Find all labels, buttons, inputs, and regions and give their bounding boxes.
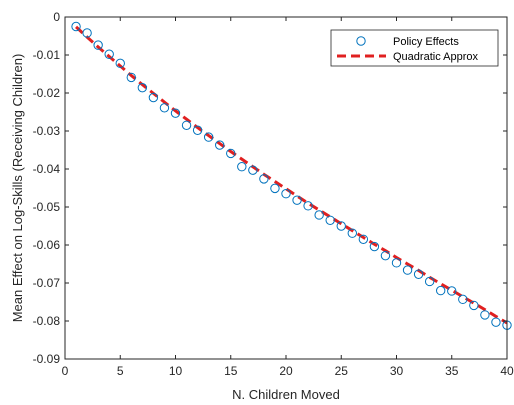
data-point-policy-effects	[369, 241, 380, 252]
data-point-policy-effects	[469, 300, 479, 311]
data-point-policy-effects	[248, 165, 258, 175]
data-point-policy-effects	[391, 258, 402, 268]
data-point-policy-effects	[226, 148, 236, 159]
data-point-policy-effects	[104, 49, 114, 59]
data-point-policy-effects	[93, 40, 103, 50]
data-point-policy-effects	[237, 162, 247, 172]
data-point-policy-effects	[458, 294, 468, 305]
data-point-policy-effects	[126, 72, 137, 83]
x-tick-label: 0	[62, 364, 69, 378]
legend-box	[330, 29, 499, 67]
data-point-policy-effects	[270, 183, 280, 194]
x-tick-label: 40	[500, 364, 514, 378]
y-tick-label: -0.08	[33, 314, 61, 328]
legend-marker-policy-effects	[356, 36, 366, 46]
y-tick-label: -0.07	[33, 276, 61, 290]
data-point-policy-effects	[82, 28, 92, 38]
x-tick-label: 25	[335, 364, 349, 378]
data-point-policy-effects	[447, 286, 457, 296]
data-point-policy-effects	[281, 189, 291, 199]
plot-background	[65, 17, 507, 359]
x-tick-label: 15	[224, 364, 238, 378]
data-point-policy-effects	[314, 210, 324, 220]
data-point-policy-effects	[325, 215, 335, 226]
legend: Policy Effects Quadratic Approx	[330, 29, 499, 67]
data-point-policy-effects	[115, 58, 125, 69]
plot-marks	[71, 21, 512, 330]
data-point-policy-effects	[303, 201, 313, 211]
data-point-policy-effects	[170, 108, 181, 118]
data-point-policy-effects	[491, 317, 501, 327]
legend-label-policy-effects: Policy Effects	[393, 36, 459, 48]
data-point-policy-effects	[413, 269, 424, 279]
data-point-policy-effects	[380, 250, 391, 261]
data-point-policy-effects	[402, 265, 413, 275]
y-tick-label: -0.01	[33, 48, 61, 62]
y-axis-ticks: 0 -0.01 -0.02 -0.03 -0.04 -0.05 -0.06 -0.07 -0.0…	[33, 10, 507, 366]
data-point-policy-effects	[148, 92, 159, 103]
x-tick-label: 5	[117, 364, 124, 378]
x-tick-label: 20	[279, 364, 293, 378]
data-point-policy-effects	[259, 174, 269, 184]
data-point-policy-effects	[181, 120, 192, 131]
x-tick-label: 35	[445, 364, 459, 378]
data-point-policy-effects	[203, 132, 214, 142]
legend-label-quadratic-approx: Quadratic Approx	[393, 51, 478, 63]
data-point-policy-effects	[358, 234, 369, 245]
data-point-policy-effects	[347, 228, 357, 238]
data-point-policy-effects	[480, 310, 490, 320]
y-tick-label: -0.02	[33, 86, 61, 100]
x-axis-title: N. Children Moved	[232, 387, 340, 402]
y-tick-label: -0.06	[33, 238, 61, 252]
data-point-policy-effects	[336, 221, 346, 231]
x-tick-label: 10	[169, 364, 183, 378]
y-tick-label: 0	[53, 10, 60, 24]
data-point-policy-effects	[159, 103, 170, 113]
data-point-policy-effects	[71, 21, 81, 32]
data-point-policy-effects	[424, 276, 435, 287]
data-point-policy-effects	[436, 285, 446, 296]
x-axis-ticks: 0 5 10 15 20 25 30 35 40	[62, 17, 514, 378]
data-point-policy-effects	[215, 140, 225, 150]
x-tick-label: 30	[390, 364, 404, 378]
y-tick-label: -0.03	[33, 124, 61, 138]
data-point-policy-effects	[137, 82, 148, 93]
data-point-policy-effects	[192, 125, 203, 135]
y-tick-label: -0.09	[33, 352, 61, 366]
y-axis-title: Mean Effect on Log-Skills (Receiving Chi…	[10, 54, 25, 323]
y-tick-label: -0.04	[33, 162, 61, 176]
y-tick-label: -0.05	[33, 200, 61, 214]
data-point-policy-effects	[292, 195, 302, 205]
series-line-quadratic-approx	[75, 25, 508, 325]
